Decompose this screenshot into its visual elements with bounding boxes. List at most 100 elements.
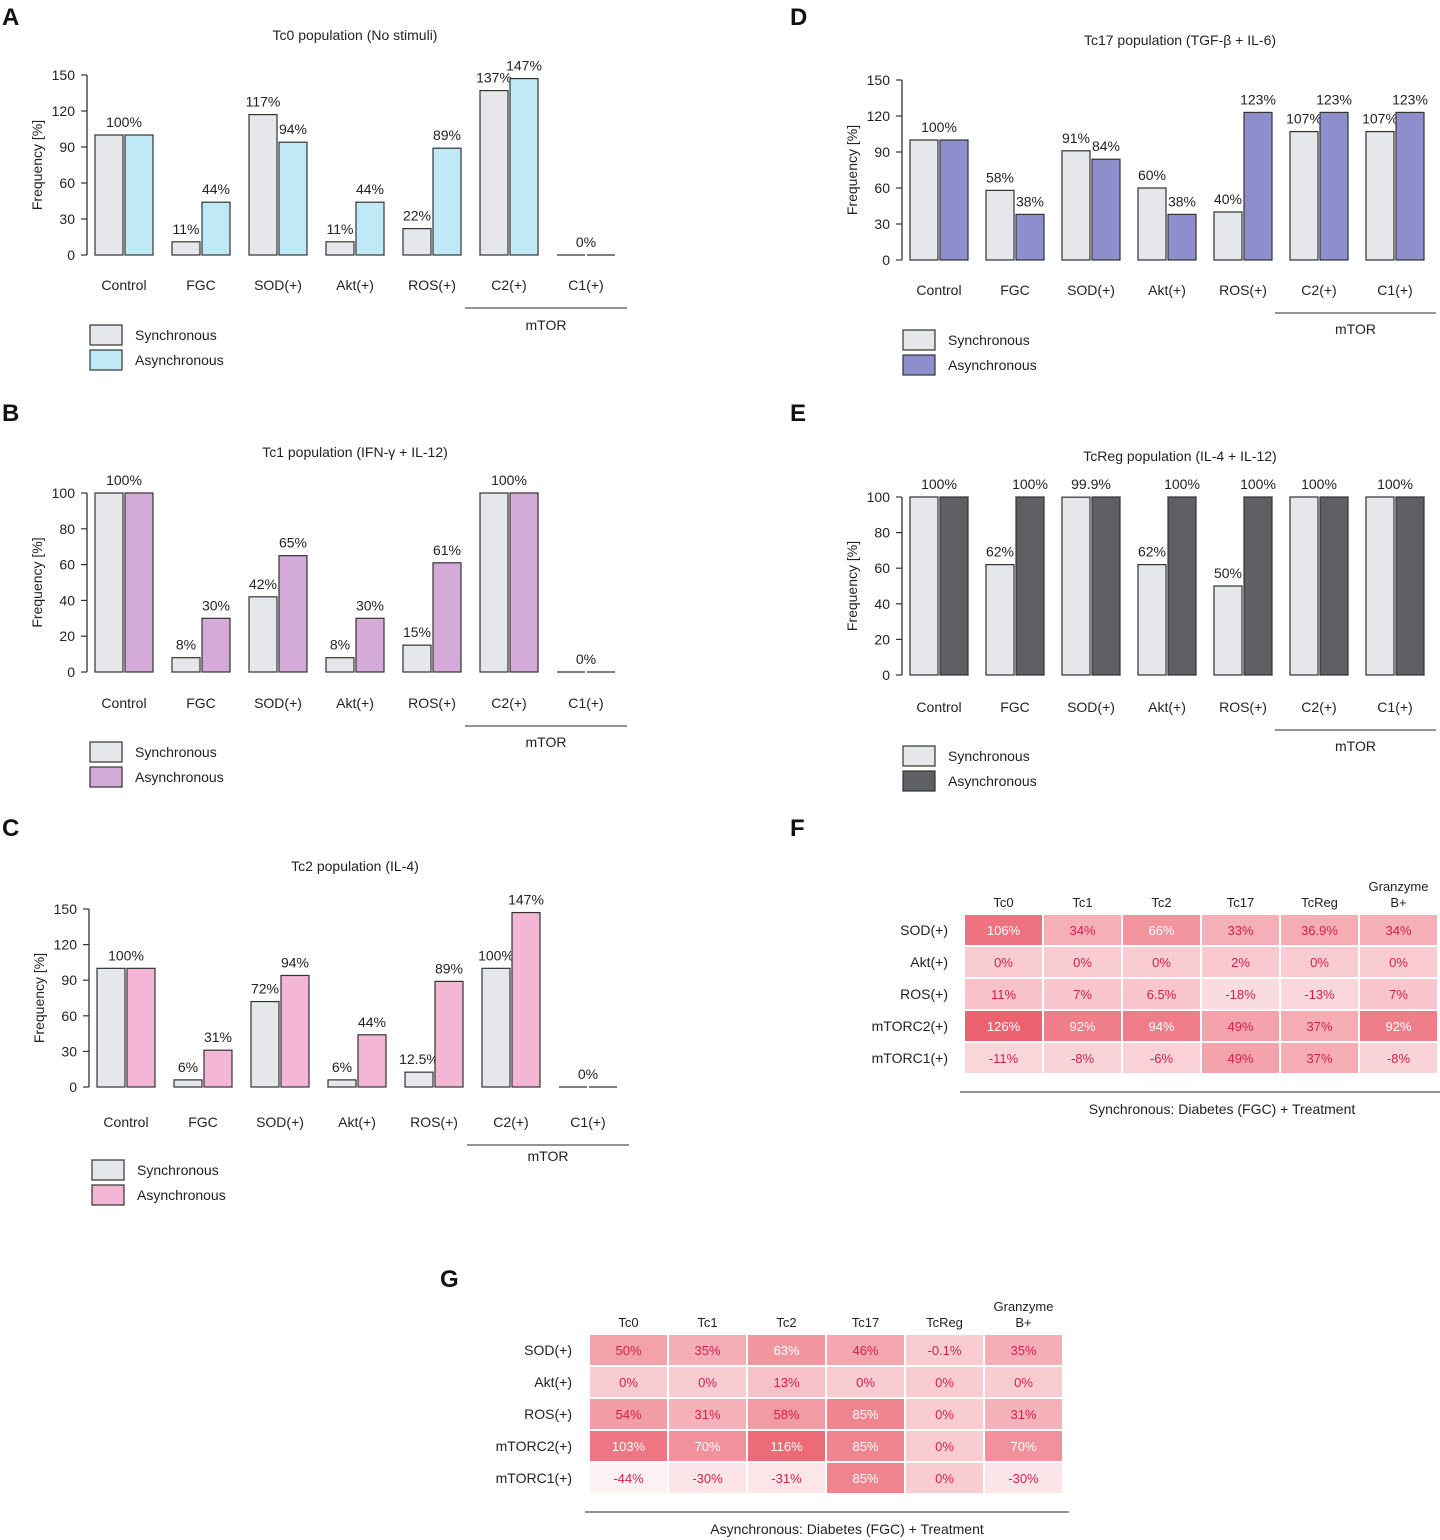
heat-cell-sod-tc2 [1123,915,1200,945]
row-header: ROS(+) [900,986,948,1002]
chart-tc1: Tc1 population (IFN-γ + IL-12) 0 20 40 60 80 1… [29,444,627,788]
data-label: 40% [1214,191,1242,207]
heat-cell-label: 0% [619,1375,638,1390]
heat-cell-label: 70% [1010,1439,1036,1454]
bar-synchronous-fgc [171,657,201,673]
heatmap-asynchronous: Tc0 Tc1 Tc2 Tc17 TcReg Granzyme B+ SOD(+) 50% 35%… [496,1299,1069,1537]
heat-cell-akt-granzyme-b [1360,947,1437,977]
data-label: 100% [921,476,957,492]
data-label: 0% [576,651,596,667]
bar-synchronous-c2 [479,89,509,256]
heat-cell-akt-tc1 [669,1367,746,1397]
data-label: 58% [986,169,1014,185]
bar-synchronous-c2 [1289,131,1319,261]
heat-cell-ros-tcreg [1281,979,1358,1009]
data-label: 137% [476,70,512,86]
heat-cell-label: 6.5% [1147,987,1177,1002]
y-tick-label: 60 [61,1008,77,1024]
heat-cell-ros-tc1 [1044,979,1121,1009]
bar-asynchronous-c2 [509,77,539,256]
bar-asynchronous-fgc [1015,213,1045,261]
chart-title: TcReg population (IL-4 + IL-12) [1083,448,1276,464]
y-tick-label: 120 [867,108,891,124]
y-tick-label: 0 [882,252,890,268]
data-label: 30% [202,597,230,613]
data-label: 100% [1301,476,1337,492]
bar-asynchronous-control [126,967,156,1088]
bar-asynchronous-ros [432,562,462,673]
heat-cell-mtorc1-tcreg [906,1463,983,1493]
data-label: 42% [249,576,277,592]
data-label: 100% [1377,476,1413,492]
y-tick-label: 20 [59,628,75,644]
mtor-group-label: mTOR [1335,738,1376,754]
x-tick-label: SOD(+) [256,1114,304,1130]
heat-cell-label: 34% [1385,923,1411,938]
x-tick-label: SOD(+) [1067,699,1115,715]
heat-cell-label: 7% [1073,987,1092,1002]
bar-asynchronous-ros [1243,496,1273,676]
heat-cell-label: -6% [1150,1051,1174,1066]
heat-cell-sod-tc0 [590,1335,667,1365]
heatmap-synchronous: Tc0 Tc1 Tc2 Tc17 TcReg Granzyme B+ SOD(+) 106% 34… [872,879,1440,1117]
heat-cell-akt-granzyme-b [985,1367,1062,1397]
data-label: 38% [1168,193,1196,209]
heat-cell-label: 35% [694,1343,720,1358]
bar-synchronous-c2 [481,967,511,1088]
legend-label-synchronous: Synchronous [948,748,1030,764]
bar-synchronous-fgc [985,564,1015,676]
heat-cell-mtorc1-tc0 [590,1463,667,1493]
heat-cell-label: 0% [994,955,1013,970]
column-header: Granzyme B+ [994,1299,1054,1330]
bar-synchronous-sod [1061,496,1091,676]
data-label: 91% [1062,130,1090,146]
heat-cell-label: 0% [1310,955,1329,970]
data-label: 15% [403,624,431,640]
bar-asynchronous-c2 [509,492,539,673]
legend-swatch-synchronous [91,1159,125,1181]
heat-cell-label: -30% [1008,1471,1039,1486]
data-label: 11% [327,221,354,237]
heatmap-xlabel: Asynchronous: Diabetes (FGC) + Treatment [710,1521,984,1537]
legend-swatch-asynchronous [902,770,936,792]
y-tick-label: 90 [874,144,890,160]
data-label: 62% [1138,544,1166,560]
column-header: Tc2 [1151,895,1171,910]
data-label: 89% [435,960,463,976]
heat-cell-label: 2% [1231,955,1250,970]
x-tick-label: Akt(+) [1148,699,1186,715]
bar-asynchronous-akt [1167,496,1197,676]
legend-label-synchronous: Synchronous [135,327,217,343]
data-label: 31% [204,1029,232,1045]
heat-cell-mtorc1-tc2 [1123,1043,1200,1073]
panel-letter-e: E [790,400,807,427]
x-tick-label: ROS(+) [408,695,456,711]
x-tick-label: C2(+) [493,1114,528,1130]
y-tick-label: 40 [874,596,890,612]
heat-cell-mtorc2-granzyme-b [1360,1011,1437,1041]
legend-swatch-synchronous [89,741,123,763]
bar-synchronous-sod [250,1000,280,1088]
heat-cell-label: 0% [1014,1375,1033,1390]
bar-synchronous-ros [402,228,432,256]
heat-cell-mtorc2-tcreg [1281,1011,1358,1041]
x-tick-label: ROS(+) [1219,699,1267,715]
bar-asynchronous-c1 [1395,496,1425,676]
heat-cell-mtorc1-granzyme-b [1360,1043,1437,1073]
heat-cell-ros-tc2 [748,1399,825,1429]
bar-synchronous-c2 [1289,496,1319,676]
y-tick-label: 0 [67,664,75,680]
heat-cell-sod-tc1 [669,1335,746,1365]
heat-cell-label: 31% [1010,1407,1036,1422]
panel-letter-d: D [790,4,808,31]
heat-cell-ros-granzyme-b [1360,979,1437,1009]
data-label: 94% [279,121,307,137]
y-tick-label: 30 [61,1043,77,1059]
data-label: 8% [330,637,350,653]
column-header: Tc17 [852,1315,879,1330]
column-header: Tc17 [1227,895,1254,910]
bar-synchronous-c1 [1365,496,1395,676]
x-tick-label: C1(+) [570,1114,605,1130]
y-tick-label: 30 [874,216,890,232]
bar-asynchronous-sod [1091,496,1121,676]
